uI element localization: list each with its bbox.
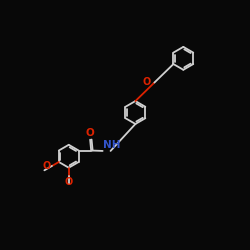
Text: NH: NH	[104, 140, 121, 150]
Text: O: O	[64, 177, 73, 187]
Text: O: O	[86, 128, 94, 138]
Text: O: O	[142, 76, 151, 86]
Text: O: O	[43, 161, 51, 171]
